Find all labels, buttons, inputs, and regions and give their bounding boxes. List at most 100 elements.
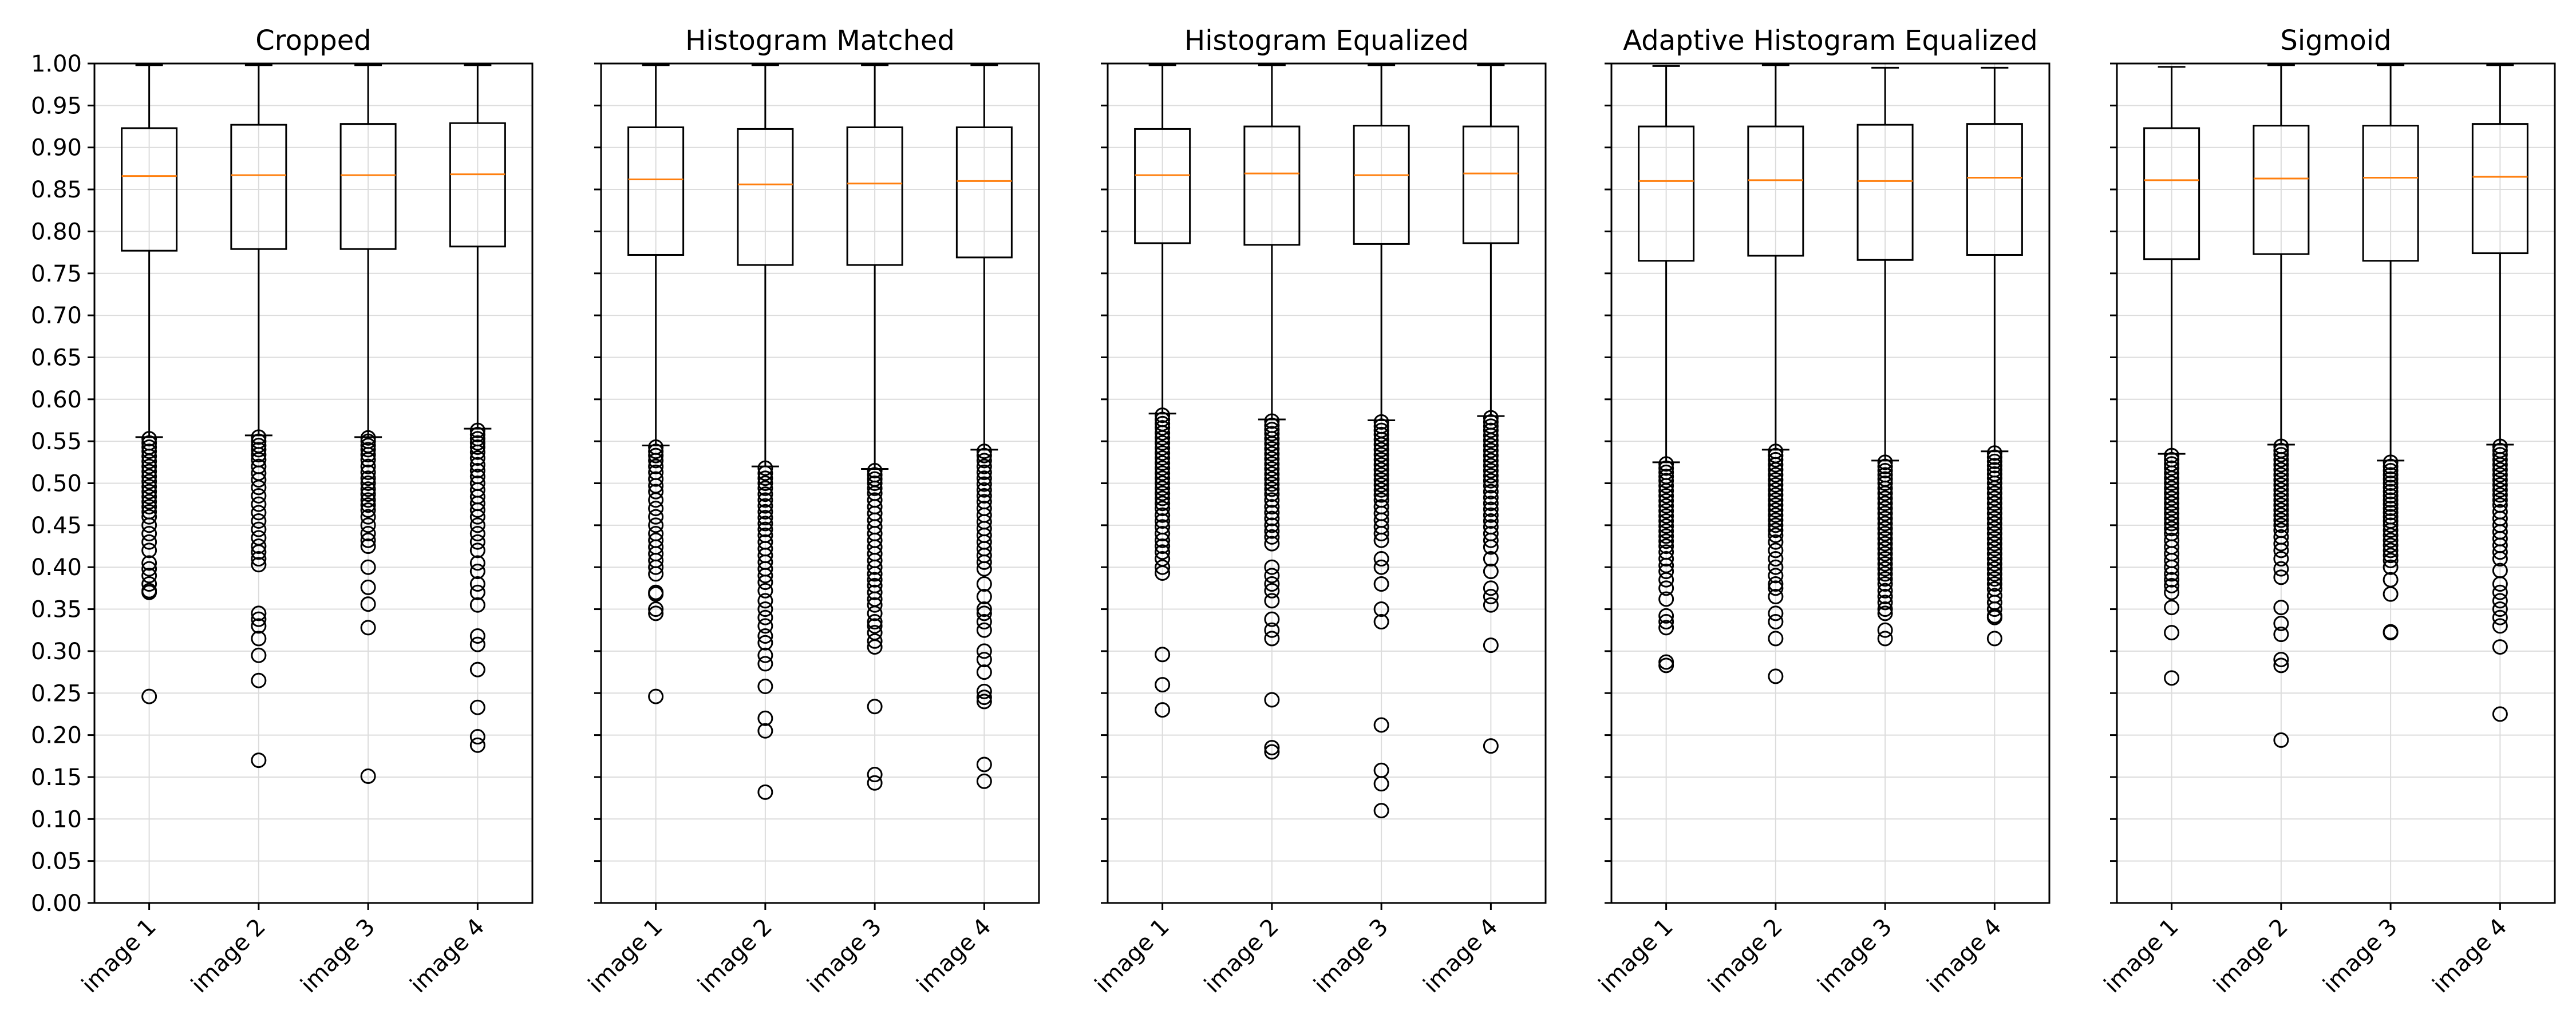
outlier-point [1264,505,1280,521]
outlier-point [1155,476,1171,491]
outlier-point [1373,601,1389,617]
outlier-point [1264,583,1280,599]
outlier-point [1373,442,1389,458]
outlier-point [2492,618,2508,634]
outlier-point [1264,529,1280,545]
outlier-point [757,492,773,508]
outlier-point [1986,546,2002,562]
outlier-point [2273,462,2289,478]
outlier-point [1658,498,1674,514]
outlier-point [976,589,992,605]
outlier-point [1658,483,1674,499]
outlier-point [2383,527,2399,543]
outlier-point [1986,476,2002,491]
outlier-point [1264,466,1280,482]
outlier-point [1483,462,1499,478]
outlier-point [1373,717,1389,733]
outlier-point [1986,458,2002,474]
outlier-point [1877,490,1893,506]
outlier-point [1264,611,1280,627]
outlier-point [251,513,267,529]
outlier-point [1768,507,1784,523]
outlier-point [1768,614,1784,630]
box-image-1 [121,64,178,704]
outlier-point [2383,542,2399,558]
outlier-point [1155,485,1171,501]
outlier-point [867,566,883,582]
outlier-point [1264,631,1280,647]
outlier-point [1658,614,1674,630]
outlier-point [2492,706,2508,722]
outlier-point [2273,551,2289,567]
outlier-point [1483,453,1499,469]
outlier-point [251,521,267,537]
outlier-point [360,481,376,497]
outlier-point [360,768,376,784]
outlier-point [1155,559,1171,575]
outlier-point [2273,447,2289,463]
outlier-point [1264,517,1280,533]
outlier-point [360,517,376,533]
outlier-point [1877,561,1893,577]
outlier-point [1877,631,1893,647]
y-tick-label: 0.35 [31,597,82,623]
outlier-point [1658,528,1674,544]
outlier-point [976,554,992,570]
outlier-point [1658,513,1674,529]
outlier-point [757,575,773,591]
outlier-point [1155,440,1171,456]
outlier-point [1155,647,1171,663]
gridlines [1611,63,2049,904]
interquartile-box [1134,128,1191,244]
outlier-point [867,699,883,715]
outlier-point [1768,462,1784,478]
outlier-point [757,568,773,584]
outlier-point [757,460,773,476]
outlier-point [757,679,773,695]
outlier-point [2492,477,2508,493]
outlier-point [2383,471,2399,487]
outlier-point [976,453,992,469]
outlier-point [1373,776,1389,792]
outlier-point [1155,526,1171,542]
y-tick-label: 0.60 [31,387,82,413]
outlier-point [2164,625,2180,641]
panel-title: Cropped [255,25,372,57]
outlier-point [1155,465,1171,481]
outlier-point [1264,431,1280,447]
outlier-point [648,517,664,533]
outlier-point [2383,559,2399,575]
outlier-point [1768,580,1784,596]
outlier-point [1658,460,1674,476]
gridlines [94,63,532,904]
outlier-point [1483,589,1499,605]
outlier-point [1658,538,1674,554]
outlier-point [1658,580,1674,596]
outlier-point [141,464,157,480]
outlier-point [2383,586,2399,602]
outlier-point [251,752,267,768]
outlier-point [469,636,485,652]
outlier-point [2273,492,2289,508]
outlier-point [976,614,992,630]
interquartile-box [1243,125,1301,246]
outlier-point [2492,593,2508,609]
outlier-point [1877,462,1893,478]
outlier-point [1373,614,1389,630]
interquartile-box [230,124,287,250]
outlier-point [2492,609,2508,625]
outlier-point [976,470,992,486]
outlier-point [141,584,157,600]
outlier-point [1264,744,1280,760]
outlier-point [1483,422,1499,438]
x-tick-label: image 4 [912,914,997,999]
outlier-point [1658,508,1674,524]
box-image-1 [627,64,685,704]
outlier-point [2492,462,2508,478]
outlier-point [2164,670,2180,686]
outlier-point [1768,534,1784,550]
outlier-point [1658,478,1674,494]
outlier-point [2492,492,2508,508]
outlier-point [1658,493,1674,509]
outlier-point [648,566,664,582]
